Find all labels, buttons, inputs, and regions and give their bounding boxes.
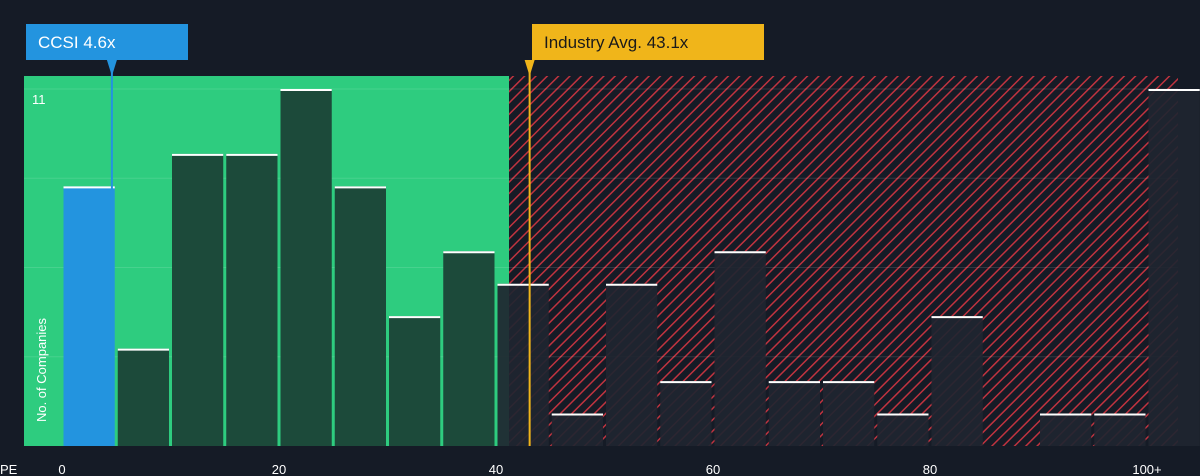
histogram-bar bbox=[63, 186, 115, 446]
histogram-bar bbox=[714, 251, 766, 446]
y-axis: No. of Companies 11 bbox=[32, 92, 49, 422]
x-tick-label: 0 bbox=[58, 462, 65, 476]
histogram-bar bbox=[606, 283, 658, 446]
histogram-bar bbox=[551, 413, 603, 446]
x-axis: PE 0 20 40 60 80 100+ bbox=[0, 462, 1162, 476]
x-tick-label: 40 bbox=[489, 462, 503, 476]
histogram-bar bbox=[443, 251, 495, 446]
histogram-bar bbox=[823, 381, 875, 446]
callouts: CCSI 4.6x Industry Avg. 43.1x bbox=[26, 24, 764, 76]
company-callout-label: CCSI 4.6x bbox=[38, 33, 116, 52]
histogram-bar bbox=[172, 153, 224, 446]
histogram-bar bbox=[877, 413, 929, 446]
x-tick-label: 80 bbox=[923, 462, 937, 476]
x-tick-label: 100+ bbox=[1132, 462, 1161, 476]
histogram-bar bbox=[226, 153, 278, 446]
histogram-bar bbox=[1094, 413, 1146, 446]
industry-callout-label: Industry Avg. 43.1x bbox=[544, 33, 689, 52]
x-axis-label: PE bbox=[0, 462, 18, 476]
histogram-bar bbox=[660, 381, 712, 446]
value-markers bbox=[110, 60, 531, 446]
x-tick-label: 20 bbox=[272, 462, 286, 476]
company-callout-box bbox=[26, 24, 188, 60]
histogram-bar bbox=[768, 381, 820, 446]
industry-callout-pointer bbox=[524, 60, 535, 76]
histogram-bar bbox=[117, 348, 169, 446]
y-axis-label: No. of Companies bbox=[34, 317, 49, 422]
histogram-bar bbox=[334, 186, 386, 446]
industry-callout-box bbox=[532, 24, 764, 60]
y-tick-label: 11 bbox=[32, 92, 46, 107]
histogram-bar bbox=[280, 89, 332, 446]
histogram-bar bbox=[1148, 89, 1200, 446]
histogram-bar bbox=[931, 316, 983, 446]
histogram-bars bbox=[63, 89, 1200, 446]
histogram-bar bbox=[1040, 413, 1092, 446]
x-tick-label: 60 bbox=[706, 462, 720, 476]
histogram-bar bbox=[497, 283, 549, 446]
company-callout-pointer bbox=[106, 60, 117, 76]
histogram-bar bbox=[389, 316, 441, 446]
